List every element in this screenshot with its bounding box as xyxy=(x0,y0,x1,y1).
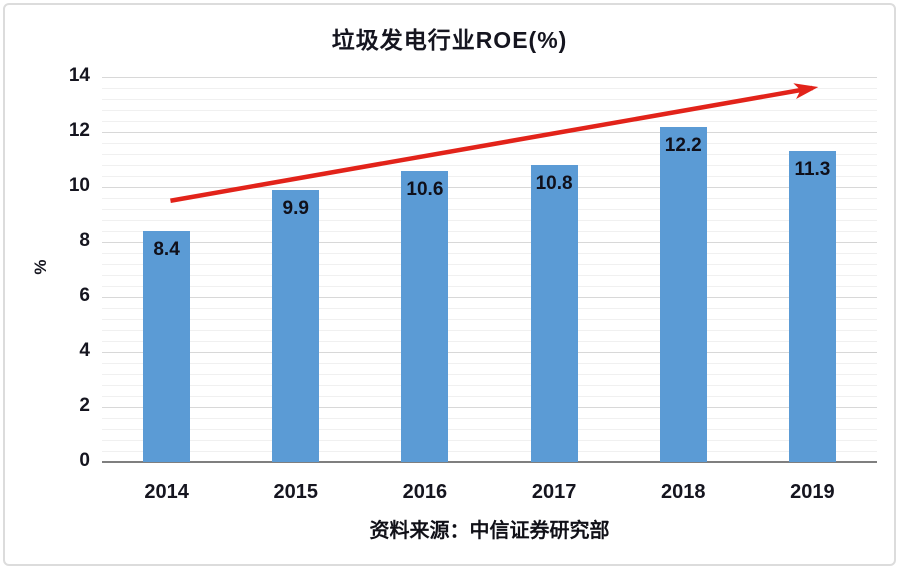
gridline-major xyxy=(102,406,877,408)
gridline-minor xyxy=(102,450,877,452)
gridline-minor xyxy=(102,164,877,166)
y-tick-label: 6 xyxy=(79,285,90,306)
gridline-minor xyxy=(102,252,877,254)
gridline-minor xyxy=(102,307,877,309)
bar-2019 xyxy=(788,151,836,462)
plot-area: 8.4 9.9 10.6 10.8 12.2 11.3 xyxy=(102,76,877,463)
gridline-minor xyxy=(102,373,877,375)
gridline-major xyxy=(102,241,877,243)
gridline-major xyxy=(102,76,877,78)
y-tick-label: 8 xyxy=(79,230,90,251)
gridline-minor xyxy=(102,395,877,397)
gridline-minor xyxy=(102,263,877,265)
bar-value-label: 12.2 xyxy=(664,134,702,156)
gridline-minor xyxy=(102,219,877,221)
bar-2014 xyxy=(143,231,191,462)
gridline-major xyxy=(102,351,877,353)
gridline-major xyxy=(102,296,877,298)
source-caption: 资料来源：中信证券研究部 xyxy=(369,520,610,542)
gridline-minor xyxy=(102,98,877,100)
gridline-minor xyxy=(102,428,877,430)
gridline-minor xyxy=(102,208,877,210)
gridline-minor xyxy=(102,197,877,199)
x-tick-label: 2015 xyxy=(273,481,318,503)
gridline-minor xyxy=(102,285,877,287)
bar-2015 xyxy=(272,189,320,462)
gridline-minor xyxy=(102,340,877,342)
y-tick-label: 2 xyxy=(79,395,90,416)
bar-2016 xyxy=(401,170,449,462)
gridline-minor xyxy=(102,230,877,232)
gridline-minor xyxy=(102,175,877,177)
x-tick-label: 2018 xyxy=(660,481,706,503)
x-tick-label: 2019 xyxy=(790,481,835,503)
y-tick-label: 10 xyxy=(68,175,90,196)
x-tick-label: 2017 xyxy=(531,481,577,503)
bar-value-label: 11.3 xyxy=(794,159,831,181)
chart-title: 垃圾发电行业ROE(%) xyxy=(331,27,568,53)
gridline-minor xyxy=(102,87,877,89)
gridline-major xyxy=(102,131,877,133)
chart-card: 垃圾发电行业ROE(%) % 8.4 9.9 10.6 10.8 12.2 11.3 资料… xyxy=(3,3,896,566)
x-tick-label: 2016 xyxy=(402,481,448,503)
bar-2018 xyxy=(659,126,707,462)
gridline-minor xyxy=(102,274,877,276)
bar-2017 xyxy=(530,165,578,462)
gridline-major xyxy=(102,186,877,188)
y-tick-label: 4 xyxy=(79,340,90,361)
gridline-minor xyxy=(102,120,877,122)
trend-arrow xyxy=(170,83,819,203)
y-tick-label: 0 xyxy=(79,450,90,471)
bar-value-label: 10.8 xyxy=(535,173,573,194)
y-tick-label: 12 xyxy=(68,120,90,141)
y-tick-label: 14 xyxy=(68,65,90,86)
gridline-minor xyxy=(102,362,877,364)
bar-value-label: 8.4 xyxy=(153,239,180,260)
x-tick-label: 2014 xyxy=(144,481,189,503)
bar-value-label: 10.6 xyxy=(406,178,444,200)
gridline-minor xyxy=(102,109,877,111)
gridline-minor xyxy=(102,318,877,320)
gridline-minor xyxy=(102,417,877,419)
gridline-minor xyxy=(102,329,877,331)
gridline-minor xyxy=(102,384,877,386)
gridline-minor xyxy=(102,153,877,155)
gridline-minor xyxy=(102,439,877,441)
x-axis-line xyxy=(102,461,877,463)
bar-value-label: 9.9 xyxy=(282,197,309,219)
